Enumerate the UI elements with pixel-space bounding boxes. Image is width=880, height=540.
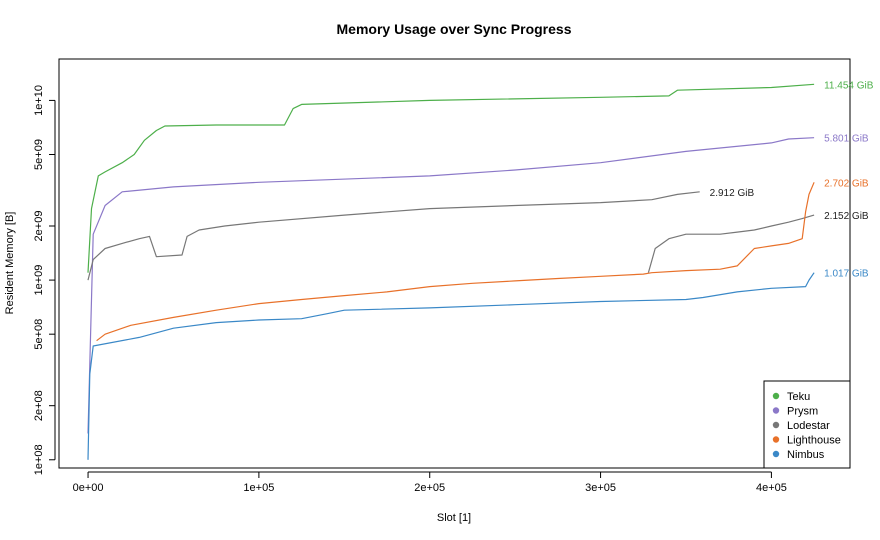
y-tick-label: 1e+08 [33,444,45,475]
y-axis-label: Resident Memory [B] [4,212,16,315]
legend-swatch [772,407,780,414]
series-line-prysm [87,137,815,434]
end-label-prysm: 5.801 GiB [824,134,869,145]
end-label-lighthouse: 2.702 GiB [824,178,869,189]
chart-title: Memory Usage over Sync Progress [337,21,572,37]
plot-area [58,58,851,469]
series-line-lighthouse [96,182,815,342]
series-layer [87,83,815,460]
legend-swatch [772,436,780,443]
y-tick-label: 5e+09 [33,139,45,170]
y-axis: 1e+08 2e+08 5e+08 1e+09 2e+09 5e+09 1e+10 [33,85,56,475]
legend-swatch [772,450,780,458]
legend-items: Teku Prysm Lodestar Lighthouse Nimbus [772,391,841,461]
legend-swatch [772,392,780,400]
series-line-lodestar [647,214,815,273]
x-axis: 0e+00 1e+05 2e+05 3e+05 4e+05 [73,471,787,494]
series-line-nimbus [87,272,815,460]
x-axis-label: Slot [1] [437,512,471,524]
x-tick-label: 1e+05 [243,482,274,494]
y-tick-label: 1e+10 [33,85,45,116]
legend-label: Teku [787,391,810,403]
legend: Teku Prysm Lodestar Lighthouse Nimbus [763,380,851,469]
x-tick-label: 0e+00 [73,482,104,494]
x-tick-label: 3e+05 [585,482,616,494]
legend-swatch [772,421,780,429]
end-label-lodestar: 2.152 GiB [824,211,869,222]
y-tick-label: 1e+09 [33,265,45,296]
series-line-teku [87,83,815,273]
end-label-teku: 11.454 GiB [824,80,874,91]
legend-label: Prysm [787,406,818,418]
legend-label: Nimbus [787,449,825,461]
series-line-lodestar [87,191,700,281]
legend-label: Lodestar [787,420,830,432]
end-labels: 11.454 GiB 5.801 GiB 2.912 GiB 2.152 GiB 2.7… [710,80,874,279]
legend-label: Lighthouse [787,435,841,447]
x-tick-label: 2e+05 [414,482,445,494]
end-label-lodestar: 2.912 GiB [710,188,755,199]
y-tick-label: 5e+08 [33,319,45,350]
y-tick-label: 2e+08 [33,390,45,421]
y-tick-label: 2e+09 [33,211,45,242]
end-label-nimbus: 1.017 GiB [824,269,869,280]
x-tick-label: 4e+05 [756,482,787,494]
